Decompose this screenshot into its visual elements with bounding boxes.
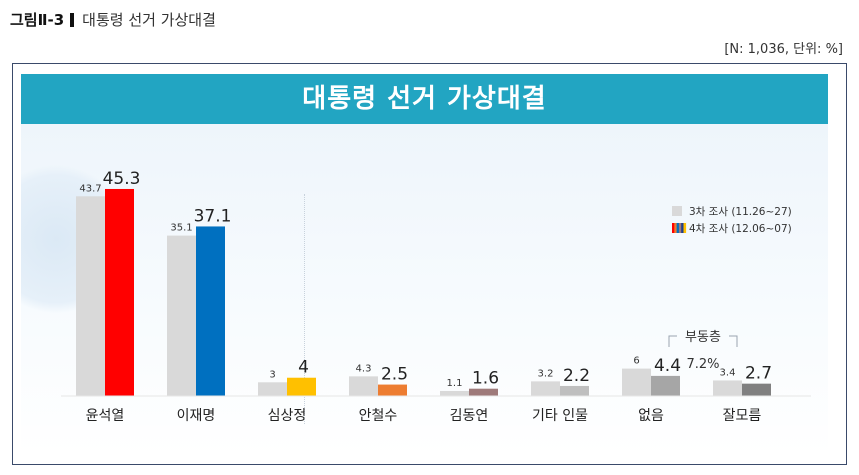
bar-4th-2 [287, 377, 316, 396]
bar-4th-7 [742, 383, 771, 396]
data-label-4th-3: 2.5 [381, 365, 408, 385]
category-label-3: 안철수 [359, 408, 398, 424]
legend-swatch-3rd [672, 206, 682, 216]
figure-number: 그림Ⅱ-3 [10, 11, 65, 29]
bar-4th-1 [196, 226, 225, 396]
bar-3rd-0 [76, 196, 105, 396]
bar-3rd-5 [531, 381, 560, 396]
category-label-4: 김동연 [450, 408, 489, 424]
data-label-3rd-5: 3.2 [538, 368, 554, 379]
bracket-left [668, 335, 677, 347]
undecided-value: 7.2% [686, 357, 719, 372]
bar-4th-5 [560, 385, 589, 396]
bar-3rd-1 [167, 235, 196, 396]
data-label-3rd-0: 43.7 [79, 183, 101, 194]
bar-4th-4 [469, 388, 498, 396]
bar-chart: 43.7 45.3 윤석열 35.137.1 이재명 3 4 심상정 4.3 2.5 안철수 1.1 1… [61, 169, 811, 424]
bar-3rd-2 [258, 382, 287, 396]
category-label-0: 윤석열 [86, 408, 125, 424]
undecided-label: 부동층 [685, 330, 721, 345]
bar-3rd-6 [622, 368, 651, 396]
bracket-right [729, 335, 738, 347]
data-label-3rd-3: 4.3 [356, 363, 372, 374]
bar-4th-6 [651, 375, 680, 396]
category-label-6: 없음 [638, 408, 664, 424]
figure-name: 대통령 선거 가상대결 [82, 11, 216, 29]
legend-swatch-4th-part-4 [681, 223, 684, 233]
data-label-4th-2: 4 [298, 358, 309, 378]
legend-label-3rd: 3차 조사 (11.26~27) [689, 206, 792, 218]
category-label-7: 잘모름 [723, 408, 762, 424]
data-label-3rd-6: 6 [633, 356, 639, 367]
bar-4th-3 [378, 384, 407, 396]
category-label-5: 기타 인물 [532, 408, 588, 424]
data-label-4th-5: 2.2 [563, 366, 590, 386]
data-label-4th-4: 1.6 [472, 369, 499, 389]
legend-swatch-4th-part-2 [676, 223, 680, 233]
legend-swatch-4th-part-1 [674, 223, 677, 233]
legend-swatch-4th-part-3 [678, 223, 682, 233]
category-label-1: 이재명 [177, 408, 216, 424]
bar-3rd-7 [713, 380, 742, 396]
data-label-3rd-1: 35.1 [170, 223, 192, 234]
legend-label-4th: 4차 조사 (12.06~07) [689, 223, 792, 235]
title-separator [70, 13, 75, 27]
data-label-4th-7: 2.7 [745, 364, 772, 384]
chart-frame: 대통령 선거 가상대결 43.7 45.3 윤석열 35.1 37.1 이재명 3 4 심상정 4… [12, 63, 847, 465]
bar-3rd-4 [440, 390, 469, 396]
category-label-2: 심상정 [268, 408, 307, 424]
chart-banner-title: 대통령 선거 가상대결 [21, 74, 828, 124]
data-label-4th-6: 4.4 [654, 356, 681, 376]
data-label-4th-0: 45.3 [103, 169, 141, 189]
data-label-3rd-7: 3.4 [720, 367, 736, 378]
chart-panel: 43.7 45.3 윤석열 35.1 37.1 이재명 3 4 심상정 4.3 2.5 안철수 1.1 1… [21, 124, 828, 456]
legend-swatch-4th-part-0 [672, 223, 675, 233]
decorative-divider [304, 194, 306, 424]
figure-title: 그림Ⅱ-3 대통령 선거 가상대결 [10, 9, 216, 30]
sample-info: [N: 1,036, 단위: %] [724, 42, 843, 57]
data-label-3rd-2: 3 [269, 369, 275, 380]
data-label-3rd-4: 1.1 [447, 378, 463, 389]
bar-4th-0 [105, 188, 134, 396]
data-label-4th-1: 37.1 [194, 206, 232, 226]
legend-swatch-4th-part-5 [683, 223, 687, 233]
bar-3rd-3 [349, 376, 378, 396]
